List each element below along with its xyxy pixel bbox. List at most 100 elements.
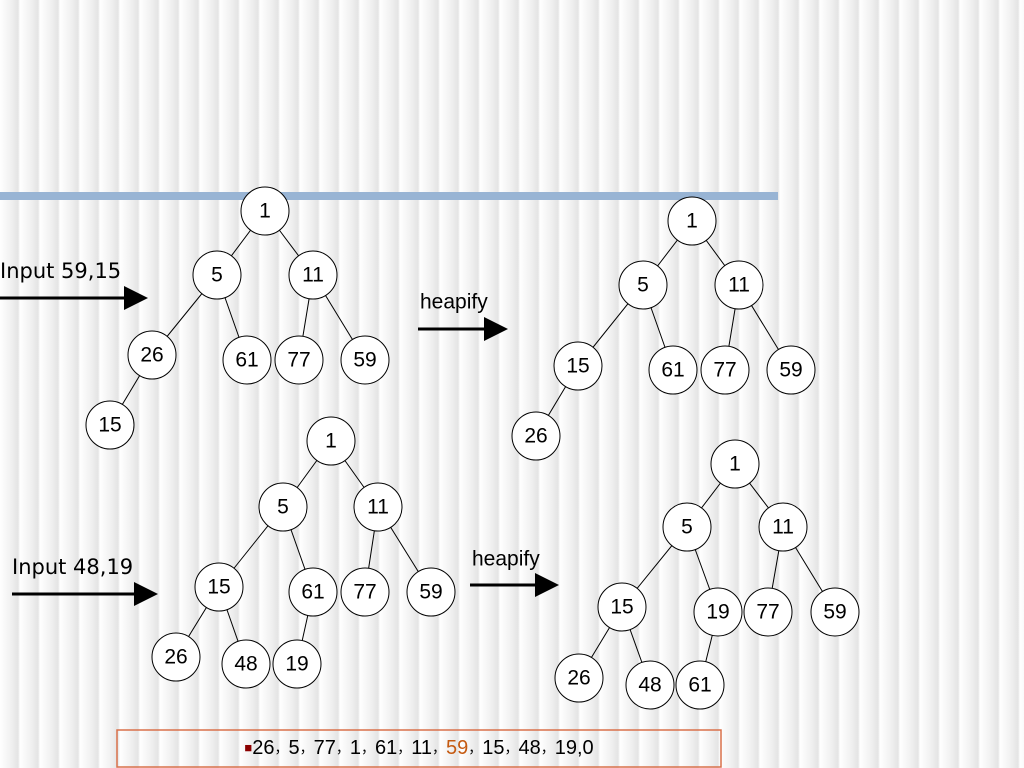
node-circle	[258, 482, 308, 532]
node-label: 59	[353, 349, 376, 372]
sequence-box	[116, 729, 722, 768]
node-circle	[625, 660, 675, 710]
node-circle	[194, 562, 244, 612]
node-label: 77	[287, 349, 310, 372]
node-circle	[714, 260, 764, 310]
node-circle	[743, 587, 793, 637]
bullet: ■	[244, 740, 252, 755]
node-circle	[675, 660, 725, 710]
node-circle	[597, 582, 647, 632]
node-circle	[151, 632, 201, 682]
sequence-item: 1	[350, 737, 361, 759]
sequence: ■26，5，77，1，61，11，59，15，48，19,0	[244, 737, 593, 759]
node-label: 61	[661, 359, 684, 382]
sequence-item: 5	[288, 737, 299, 759]
node-label: 77	[756, 601, 779, 624]
heapify-label: heapify	[472, 548, 540, 571]
node-circle	[766, 345, 816, 395]
sequence-item: 59	[446, 737, 468, 759]
node-circle	[758, 502, 808, 552]
node-circle	[221, 639, 271, 689]
node-circle	[511, 411, 561, 461]
node-circle	[693, 587, 743, 637]
node-label: 15	[207, 576, 230, 599]
node-circle	[127, 330, 177, 380]
node-label: 1	[686, 210, 698, 233]
sequence-item: 26	[252, 737, 274, 759]
node-circle	[700, 345, 750, 395]
node-label: 77	[713, 359, 736, 382]
node-circle	[648, 345, 698, 395]
sequence-item: 15	[482, 737, 504, 759]
node-label: 19	[706, 601, 729, 624]
node-circle	[340, 335, 390, 385]
separator: ，	[361, 740, 375, 756]
node-circle	[288, 567, 338, 617]
node-circle	[288, 250, 338, 300]
node-circle	[353, 482, 403, 532]
node-label: 77	[353, 581, 376, 604]
node-circle	[618, 260, 668, 310]
separator: ，	[468, 740, 482, 756]
node-circle	[340, 567, 390, 617]
separator: ，	[432, 740, 446, 756]
node-label: 59	[823, 601, 846, 624]
node-label: 26	[524, 425, 547, 448]
separator: ，	[336, 740, 350, 756]
node-label: 61	[235, 349, 258, 372]
node-circle	[553, 341, 603, 391]
node-circle	[222, 335, 272, 385]
node-label: 11	[367, 496, 389, 519]
node-label: 11	[302, 264, 324, 287]
node-label: 5	[637, 274, 649, 297]
input-label: Input 59,15	[0, 259, 121, 283]
node-circle	[667, 196, 717, 246]
node-circle	[810, 587, 860, 637]
node-label: 26	[164, 646, 187, 669]
node-circle	[662, 502, 712, 552]
node-label: 1	[729, 453, 741, 476]
node-label: 48	[234, 653, 257, 676]
divider-bar	[0, 192, 778, 200]
input-label: Input 48,19	[12, 555, 133, 579]
sequence-item: 48	[518, 737, 540, 759]
node-label: 1	[259, 200, 271, 223]
node-label: 61	[301, 581, 324, 604]
node-label: 5	[277, 496, 289, 519]
heapify-label: heapify	[420, 291, 488, 314]
node-label: 5	[211, 264, 223, 287]
node-label: 5	[681, 516, 693, 539]
sequence-item: 77	[314, 737, 336, 759]
node-label: 11	[772, 516, 794, 539]
separator: ，	[397, 740, 411, 756]
node-label: 48	[638, 674, 661, 697]
node-label: 19	[285, 653, 308, 676]
node-circle	[710, 439, 760, 489]
sequence-item: 19,0	[555, 737, 594, 759]
node-circle	[554, 653, 604, 703]
node-circle	[192, 250, 242, 300]
node-label: 15	[566, 355, 589, 378]
node-label: 59	[779, 359, 802, 382]
sequence-item: 61	[375, 737, 397, 759]
node-label: 11	[728, 274, 750, 297]
node-circle	[306, 416, 356, 466]
node-label: 15	[98, 414, 121, 437]
node-label: 1	[325, 430, 337, 453]
separator: ，	[541, 740, 555, 756]
separator: ，	[504, 740, 518, 756]
node-circle	[240, 186, 290, 236]
separator: ，	[274, 740, 288, 756]
node-label: 61	[688, 674, 711, 697]
node-circle	[85, 400, 135, 450]
separator: ，	[300, 740, 314, 756]
node-label: 15	[610, 596, 633, 619]
node-label: 26	[140, 344, 163, 367]
node-circle	[272, 639, 322, 689]
node-circle	[406, 567, 456, 617]
